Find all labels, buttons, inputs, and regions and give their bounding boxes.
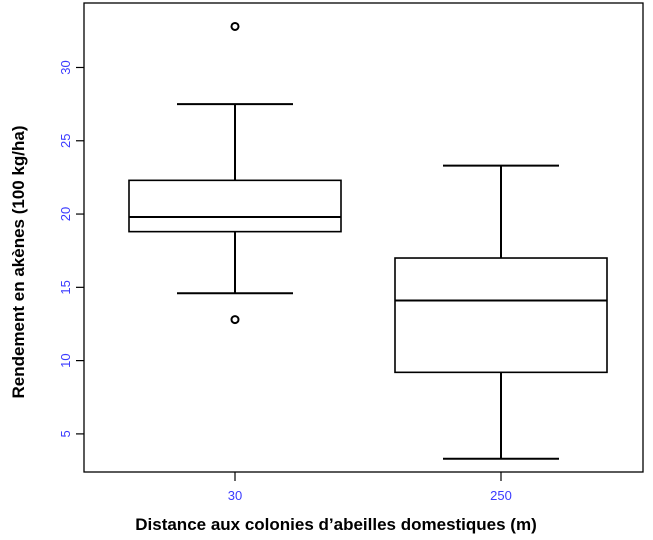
y-axis-title: Rendement en akènes (100 kg/ha) — [9, 125, 28, 398]
y-tick-label: 30 — [58, 60, 73, 74]
y-tick-label: 10 — [58, 353, 73, 367]
x-axis-title: Distance aux colonies d’abeilles domesti… — [135, 515, 537, 534]
iqr-box — [394, 257, 608, 374]
box-group-250 — [394, 164, 608, 460]
box-group-30 — [128, 21, 342, 325]
y-tick-label: 25 — [58, 134, 73, 148]
outlier-point — [230, 21, 240, 31]
y-tick-label: 20 — [58, 207, 73, 221]
x-tick-label: 250 — [490, 488, 512, 503]
plot-frame — [83, 2, 644, 473]
outlier-point — [230, 315, 240, 325]
x-axis: 30 250 — [228, 472, 512, 503]
iqr-box — [128, 179, 342, 233]
y-axis: 5 10 15 20 25 30 — [58, 60, 84, 438]
y-tick-label: 15 — [58, 280, 73, 294]
y-tick-label: 5 — [58, 430, 73, 437]
box-series — [128, 21, 608, 460]
x-tick-label: 30 — [228, 488, 242, 503]
